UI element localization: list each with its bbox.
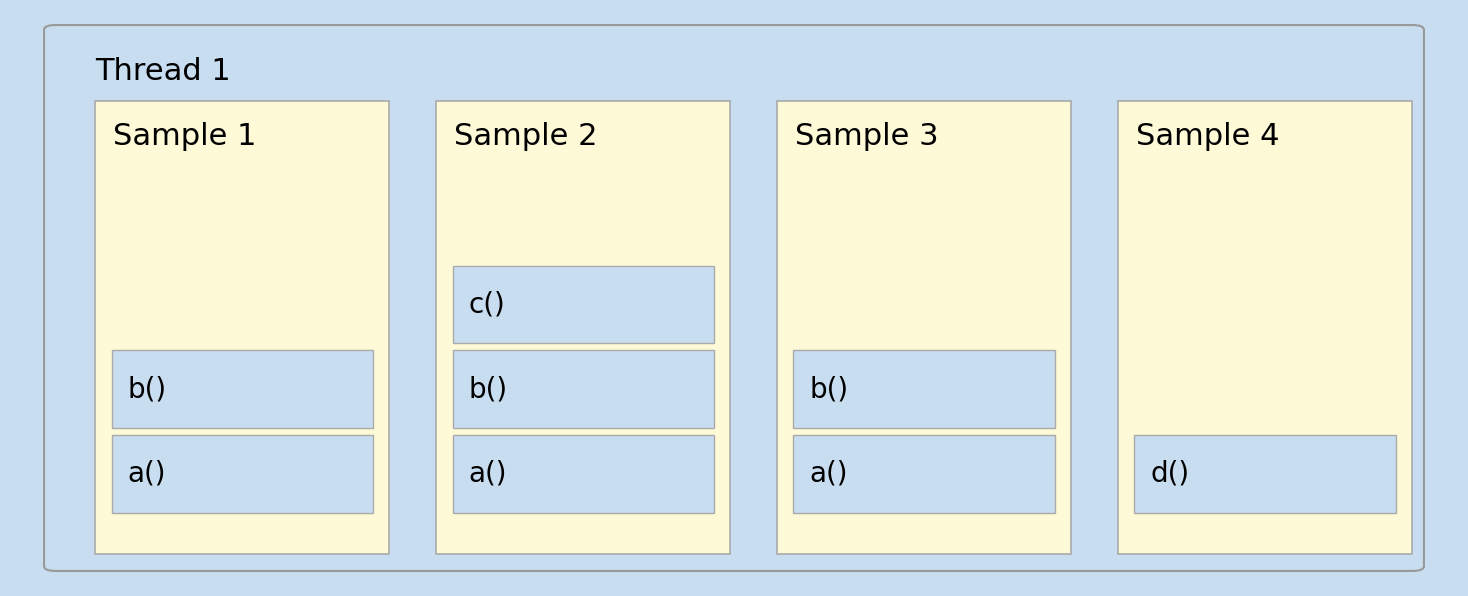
FancyBboxPatch shape — [95, 101, 389, 554]
FancyBboxPatch shape — [778, 101, 1072, 554]
Text: Sample 2: Sample 2 — [454, 122, 597, 151]
FancyBboxPatch shape — [452, 266, 713, 343]
FancyBboxPatch shape — [452, 435, 713, 513]
Text: a(): a() — [468, 460, 506, 488]
Text: Sample 1: Sample 1 — [113, 122, 257, 151]
Text: a(): a() — [809, 460, 847, 488]
Text: b(): b() — [809, 375, 849, 403]
FancyBboxPatch shape — [794, 435, 1055, 513]
Text: Sample 3: Sample 3 — [796, 122, 938, 151]
Text: b(): b() — [128, 375, 166, 403]
FancyBboxPatch shape — [452, 350, 713, 428]
Text: c(): c() — [468, 291, 505, 318]
Text: Sample 4: Sample 4 — [1136, 122, 1280, 151]
Text: d(): d() — [1149, 460, 1189, 488]
FancyBboxPatch shape — [112, 435, 373, 513]
Text: a(): a() — [128, 460, 166, 488]
FancyBboxPatch shape — [1119, 101, 1412, 554]
FancyBboxPatch shape — [44, 25, 1424, 571]
Text: b(): b() — [468, 375, 508, 403]
FancyBboxPatch shape — [794, 350, 1055, 428]
FancyBboxPatch shape — [436, 101, 731, 554]
Text: Thread 1: Thread 1 — [95, 57, 230, 86]
FancyBboxPatch shape — [112, 350, 373, 428]
FancyBboxPatch shape — [1135, 435, 1396, 513]
